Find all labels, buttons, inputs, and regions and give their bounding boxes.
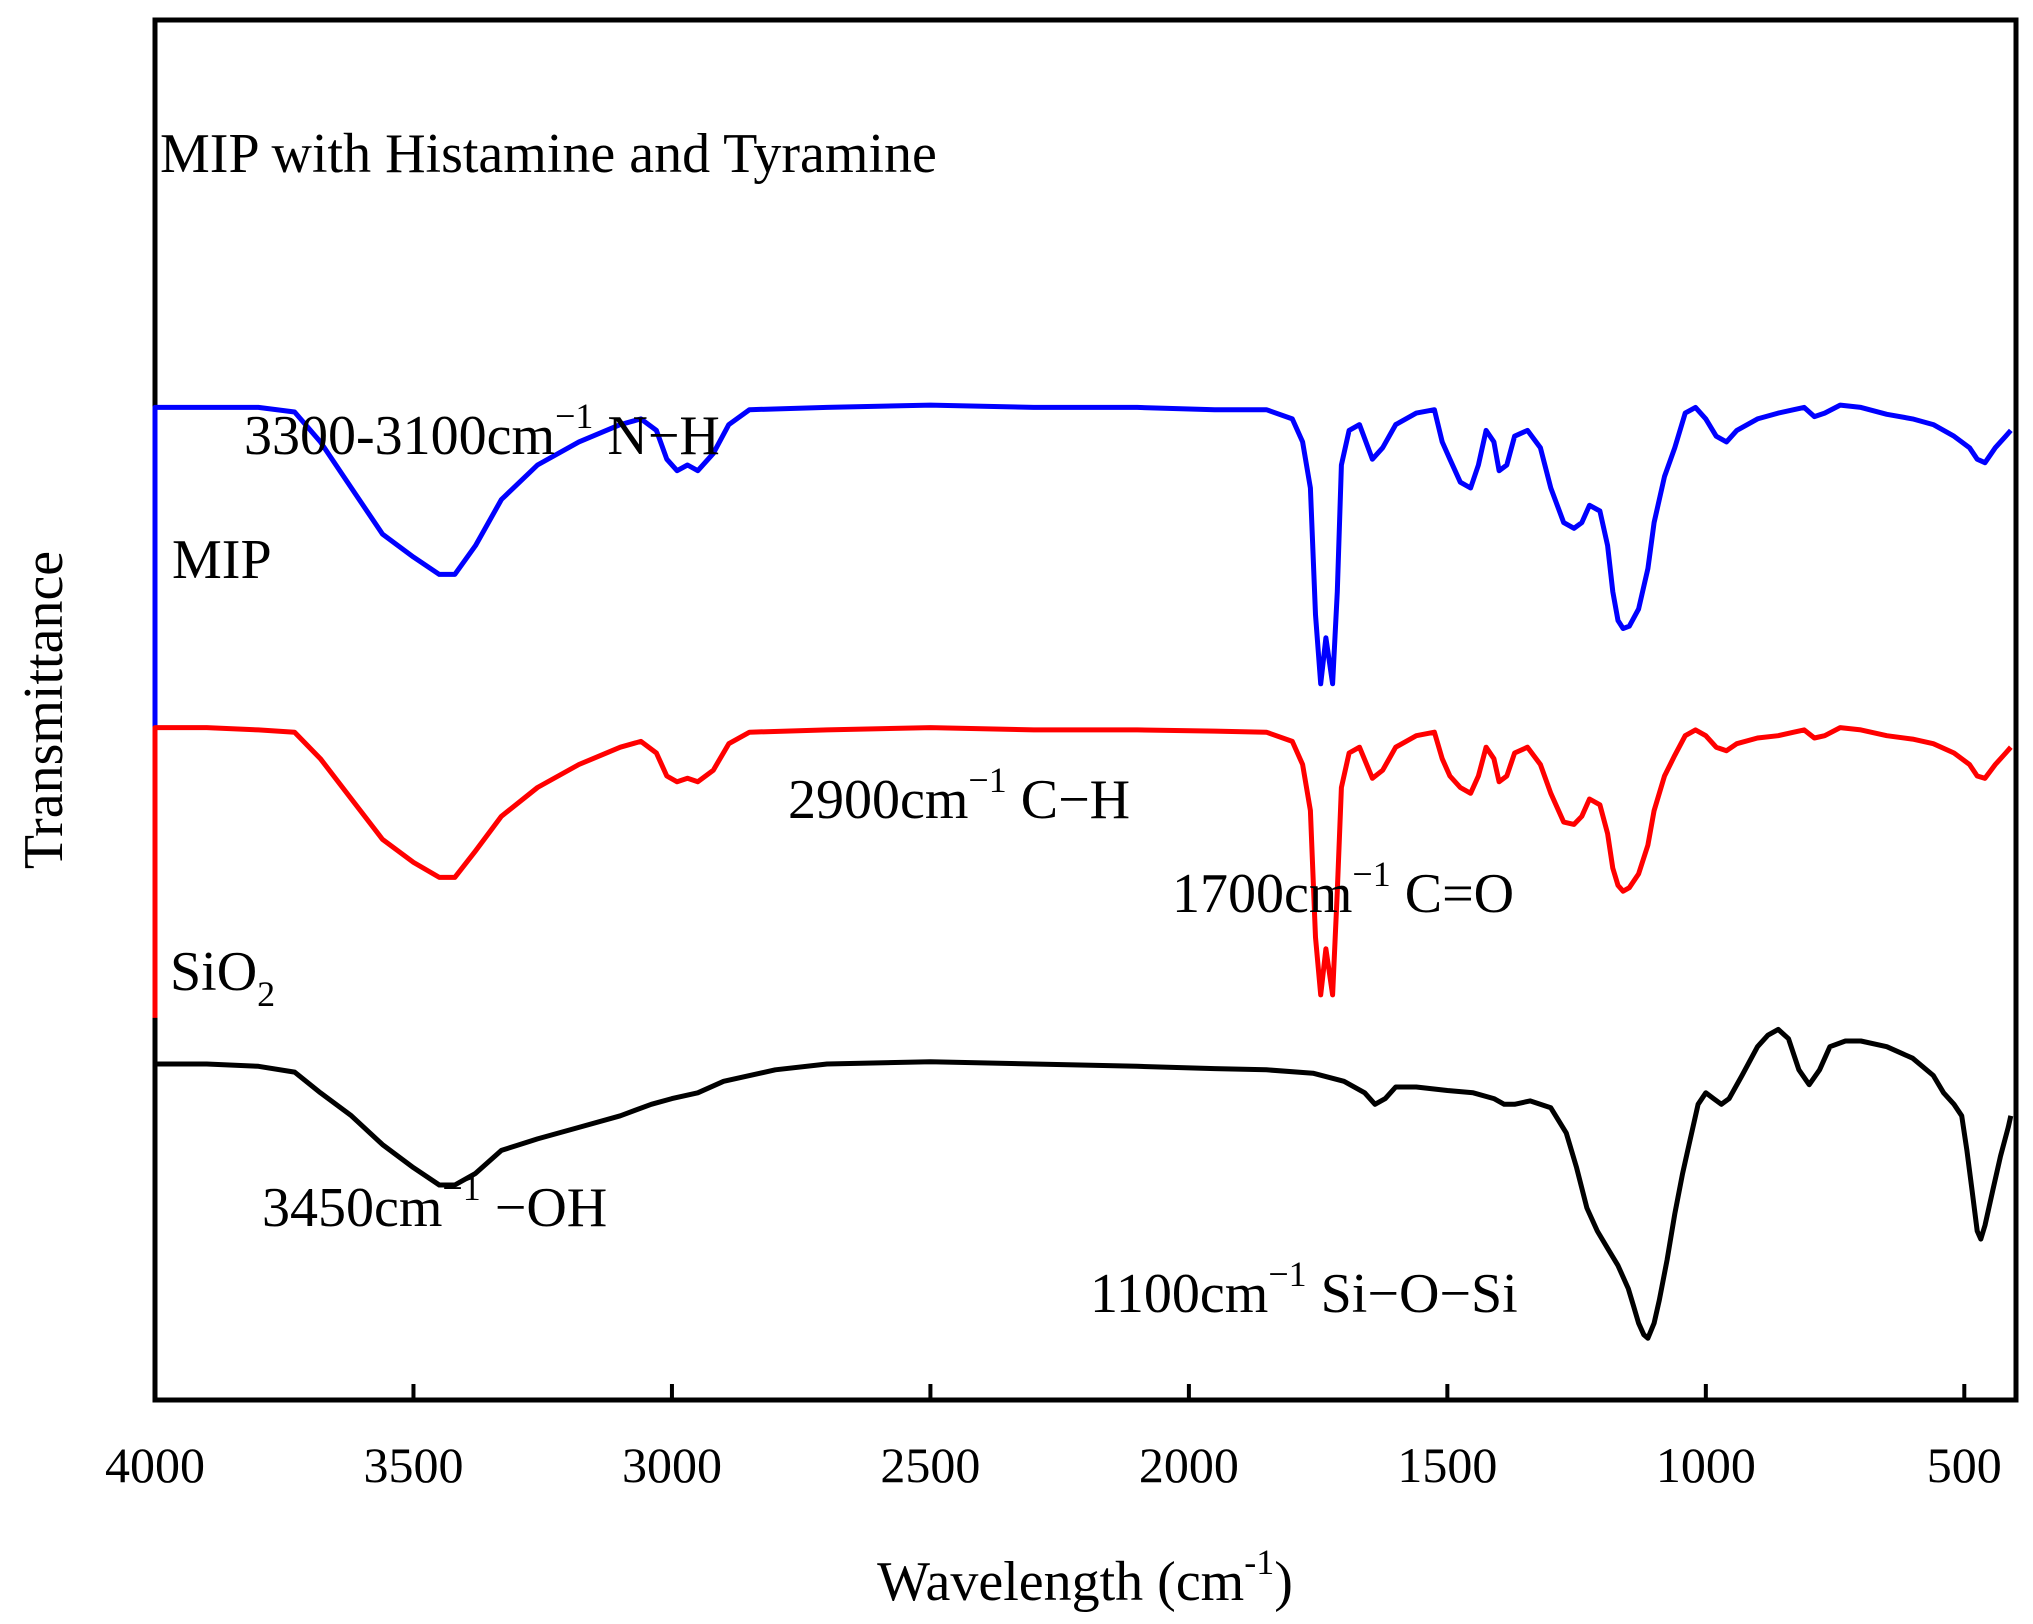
annotation-co: 1700cm−1 C=O <box>1172 854 1514 925</box>
annotation-nh: 3300-3100cm−1 N−H <box>244 396 720 467</box>
series-label-sio2-subscript: 2 <box>257 974 275 1014</box>
annotation-oh-rest: −OH <box>481 1177 607 1239</box>
series-label-mip: MIP <box>172 529 272 591</box>
x-axis-title-superscript: -1 <box>1244 1542 1274 1582</box>
x-tick-label-4000: 4000 <box>105 1437 205 1493</box>
annotation-co-main: 1700cm <box>1172 863 1352 925</box>
x-axis-title-close: ) <box>1274 1551 1293 1613</box>
x-axis-ticks: 4000 3500 3000 2500 2000 1500 1000 500 <box>105 1384 2002 1493</box>
annotation-sios-rest: Si−O−Si <box>1307 1263 1518 1325</box>
annotation-ch-main: 2900cm <box>788 769 968 831</box>
series-line-sio2 <box>152 1026 2014 1352</box>
x-tick-label-1500: 1500 <box>1397 1437 1497 1493</box>
x-axis-title-main: Wavelength (cm <box>877 1551 1244 1613</box>
annotation-nh-main: 3300-3100cm <box>244 405 555 467</box>
series-label-sio2: SiO2 <box>170 941 275 1014</box>
series-line-mip <box>152 725 2013 1018</box>
series-label-mip-histamine-tyramine: MIP with Histamine and Tyramine <box>160 123 937 185</box>
annotation-ch: 2900cm−1 C−H <box>788 760 1130 831</box>
x-tick-label-3000: 3000 <box>622 1437 722 1493</box>
annotation-nh-sup: −1 <box>555 396 593 436</box>
annotation-nh-rest: N−H <box>593 405 719 467</box>
annotation-ch-rest: C−H <box>1007 769 1130 831</box>
annotation-oh-main: 3450cm <box>262 1177 442 1239</box>
annotation-co-rest: C=O <box>1391 863 1514 925</box>
annotation-co-sup: −1 <box>1352 854 1390 894</box>
annotation-sios-sup: −1 <box>1268 1254 1306 1294</box>
annotation-sios: 1100cm−1 Si−O−Si <box>1090 1254 1518 1325</box>
x-tick-label-500: 500 <box>1927 1437 2002 1493</box>
annotation-sios-main: 1100cm <box>1090 1263 1268 1325</box>
series-line-mip-histamine-tyramine <box>152 402 2013 730</box>
x-tick-label-2000: 2000 <box>1139 1437 1239 1493</box>
x-tick-label-2500: 2500 <box>880 1437 980 1493</box>
x-tick-label-1000: 1000 <box>1656 1437 1756 1493</box>
annotation-oh-sup: −1 <box>442 1168 480 1208</box>
x-axis-title: Wavelength (cm-1) <box>877 1542 1293 1613</box>
y-axis-title: Transmittance <box>13 551 75 869</box>
annotation-oh: 3450cm−1 −OH <box>262 1168 607 1239</box>
annotation-ch-sup: −1 <box>968 760 1006 800</box>
series-label-sio2-main: SiO <box>170 941 257 1003</box>
x-tick-label-3500: 3500 <box>363 1437 463 1493</box>
